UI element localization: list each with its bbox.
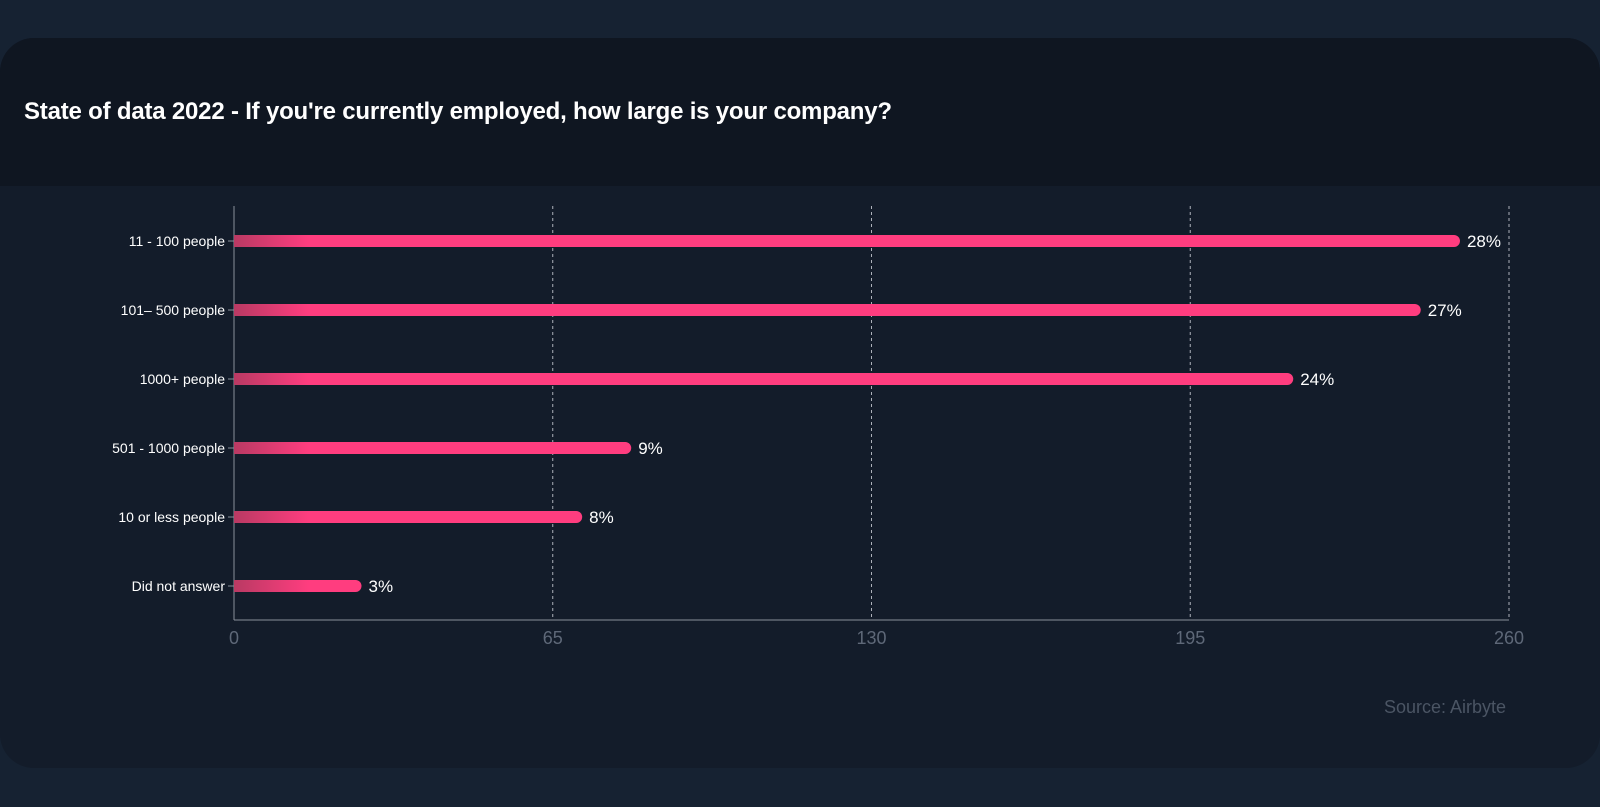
category-label: 501 - 1000 people [112,440,225,456]
category-label: Did not answer [132,578,226,594]
category-label: 1000+ people [140,371,225,387]
category-label: 10 or less people [118,509,225,525]
data-label: 3% [369,577,394,596]
bar [234,442,632,454]
bar [234,304,1421,316]
x-tick-label: 65 [543,628,563,648]
chart-card: State of data 2022 - If you're currently… [0,38,1600,768]
bar [234,235,1460,247]
x-tick-label: 0 [229,628,239,648]
bar [234,373,1294,385]
bar [234,511,583,523]
x-tick-label: 130 [856,628,886,648]
x-tick-label: 260 [1494,628,1524,648]
data-label: 9% [638,439,663,458]
data-label: 8% [589,508,614,527]
bar [234,580,362,592]
category-label: 11 - 100 people [129,233,225,249]
x-tick-label: 195 [1175,628,1205,648]
source-note: Source: Airbyte [1383,697,1506,717]
data-label: 28% [1467,232,1501,251]
chart-title: State of data 2022 - If you're currently… [24,98,892,125]
data-label: 24% [1300,370,1334,389]
category-label: 101– 500 people [121,302,226,318]
card-header: State of data 2022 - If you're currently… [0,38,1600,186]
data-label: 27% [1428,301,1462,320]
